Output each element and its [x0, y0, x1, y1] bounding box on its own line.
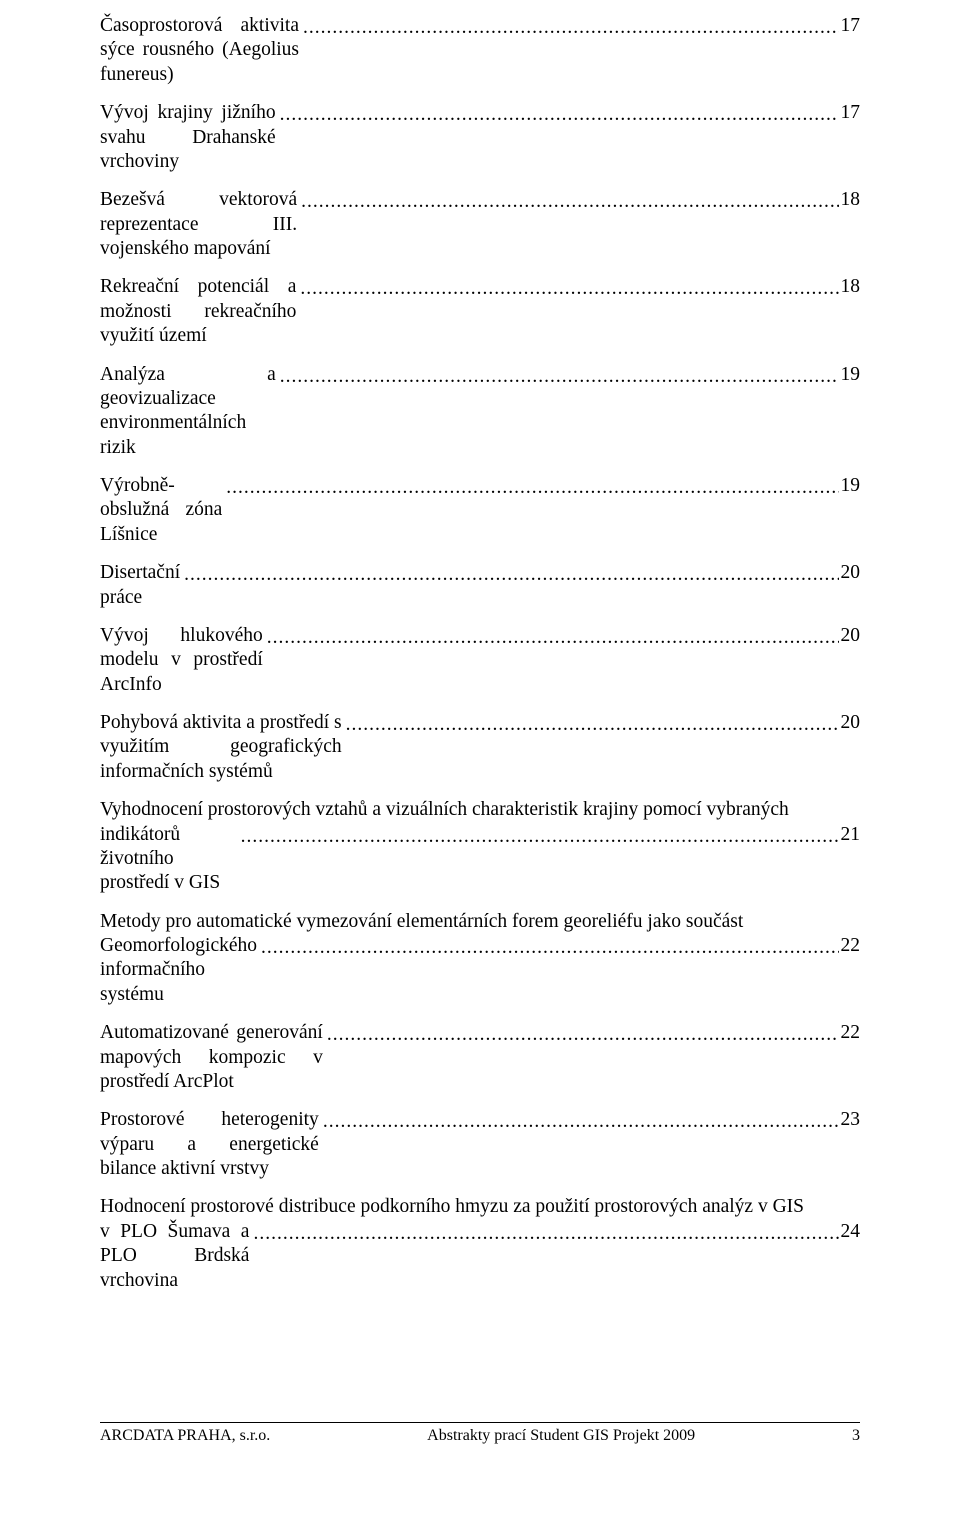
toc-leader — [342, 713, 839, 737]
toc-page-number: 17 — [839, 14, 861, 38]
toc-leader — [263, 626, 839, 650]
toc-title-line1: Hodnocení prostorové distribuce podkorní… — [100, 1195, 860, 1219]
toc-page-number: 20 — [839, 711, 861, 735]
toc-page-number: 23 — [839, 1108, 861, 1132]
toc-title: Prostorové heterogenity výparu a energet… — [100, 1108, 319, 1181]
toc-title-line2: v PLO Šumava a PLO Brdská vrchovina — [100, 1220, 249, 1293]
toc-leader — [299, 16, 839, 40]
toc-page-number: 24 — [839, 1220, 861, 1244]
toc-leader — [257, 936, 838, 960]
toc-entry: Rekreační potenciál a možnosti rekreační… — [100, 275, 860, 348]
toc-leader — [276, 365, 839, 389]
toc-page-number: 22 — [839, 1021, 861, 1045]
toc-page-number: 20 — [839, 561, 861, 585]
toc-title: Vývoj hlukového modelu v prostředí ArcIn… — [100, 624, 263, 697]
toc-title-line2: indikátorů životního prostředí v GIS — [100, 823, 237, 896]
toc-leader — [323, 1023, 839, 1047]
toc-entry: Časoprostorová aktivita sýce rousného (A… — [100, 14, 860, 87]
toc-leader — [237, 825, 839, 849]
toc-leader — [276, 103, 839, 127]
toc-page-number: 19 — [839, 363, 861, 387]
toc-leader — [319, 1110, 839, 1134]
toc-entry: Disertační práce 20 — [100, 561, 860, 610]
toc-page-number: 20 — [839, 624, 861, 648]
toc-title-line2: Geomorfologického informačního systému — [100, 934, 257, 1007]
toc-entry: Analýza a geovizualizace environmentální… — [100, 363, 860, 461]
toc-entry: Prostorové heterogenity výparu a energet… — [100, 1108, 860, 1181]
table-of-contents: Časoprostorová aktivita sýce rousného (A… — [100, 14, 860, 1293]
toc-title: Vývoj krajiny jižního svahu Drahanské vr… — [100, 101, 276, 174]
toc-title: Analýza a geovizualizace environmentální… — [100, 363, 276, 461]
toc-entry: Vyhodnocení prostorových vztahů a vizuál… — [100, 798, 860, 896]
toc-entry: Vývoj hlukového modelu v prostředí ArcIn… — [100, 624, 860, 697]
toc-entry: Automatizované generování mapových kompo… — [100, 1021, 860, 1094]
toc-title: Bezešvá vektorová reprezentace III. voje… — [100, 188, 297, 261]
page-content: Časoprostorová aktivita sýce rousného (A… — [0, 0, 960, 1293]
footer-left: ARCDATA PRAHA, s.r.o. — [100, 1427, 270, 1445]
toc-page-number: 18 — [839, 188, 861, 212]
toc-page-number: 17 — [839, 101, 861, 125]
toc-title: Pohybová aktivita a prostředí s využitím… — [100, 711, 342, 784]
toc-page-number: 18 — [839, 275, 861, 299]
toc-title: Časoprostorová aktivita sýce rousného (A… — [100, 14, 299, 87]
toc-entry: Vývoj krajiny jižního svahu Drahanské vr… — [100, 101, 860, 174]
page-footer: ARCDATA PRAHA, s.r.o. Abstrakty prací St… — [100, 1422, 860, 1445]
toc-title: Automatizované generování mapových kompo… — [100, 1021, 323, 1094]
toc-title-line1: Vyhodnocení prostorových vztahů a vizuál… — [100, 798, 860, 822]
toc-entry: Metody pro automatické vymezování elemen… — [100, 910, 860, 1008]
toc-entry: Pohybová aktivita a prostředí s využitím… — [100, 711, 860, 784]
toc-leader — [249, 1222, 838, 1246]
toc-leader — [296, 277, 838, 301]
toc-title: Rekreační potenciál a možnosti rekreační… — [100, 275, 296, 348]
toc-entry: Výrobně-obslužná zóna Líšnice 19 — [100, 474, 860, 547]
toc-entry: Hodnocení prostorové distribuce podkorní… — [100, 1195, 860, 1293]
toc-leader — [222, 476, 838, 500]
footer-center: Abstrakty prací Student GIS Projekt 2009 — [270, 1427, 852, 1445]
toc-title: Disertační práce — [100, 561, 180, 610]
toc-page-number: 19 — [839, 474, 861, 498]
toc-title: Výrobně-obslužná zóna Líšnice — [100, 474, 222, 547]
toc-leader — [180, 563, 838, 587]
toc-page-number: 22 — [839, 934, 861, 958]
toc-entry: Bezešvá vektorová reprezentace III. voje… — [100, 188, 860, 261]
footer-page-number: 3 — [852, 1427, 860, 1445]
toc-title-line1: Metody pro automatické vymezování elemen… — [100, 910, 860, 934]
toc-page-number: 21 — [839, 823, 861, 847]
toc-leader — [297, 190, 838, 214]
